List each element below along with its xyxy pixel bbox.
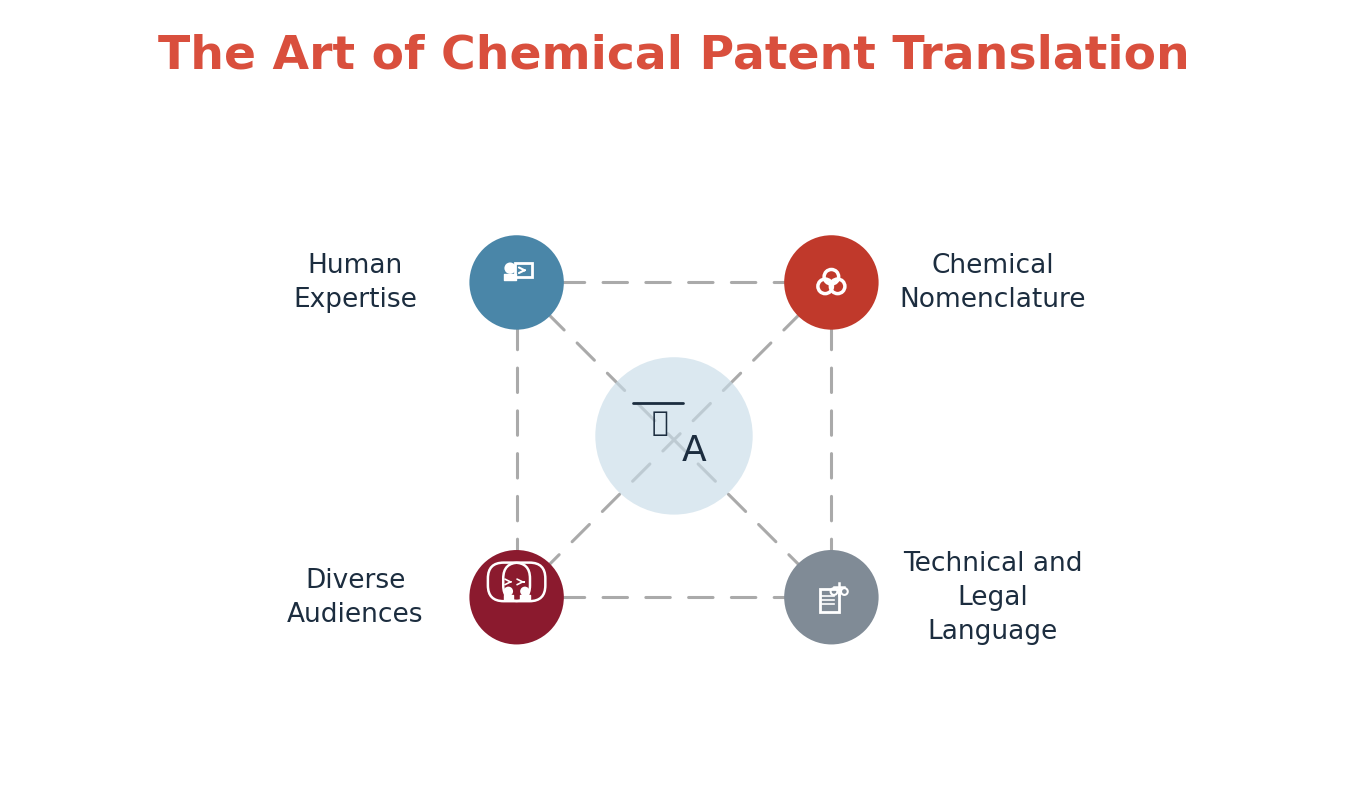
Circle shape bbox=[785, 236, 879, 330]
Circle shape bbox=[469, 236, 563, 330]
Circle shape bbox=[504, 263, 516, 274]
Circle shape bbox=[520, 587, 530, 597]
Text: Technical and
Legal
Language: Technical and Legal Language bbox=[903, 550, 1082, 645]
Circle shape bbox=[504, 587, 514, 597]
Circle shape bbox=[469, 550, 563, 645]
Circle shape bbox=[596, 358, 752, 515]
Text: The Art of Chemical Patent Translation: The Art of Chemical Patent Translation bbox=[158, 34, 1190, 79]
Circle shape bbox=[785, 550, 879, 645]
Text: Human
Expertise: Human Expertise bbox=[294, 253, 418, 313]
Text: 文: 文 bbox=[651, 408, 669, 436]
Text: A: A bbox=[681, 434, 706, 468]
Text: Chemical
Nomenclature: Chemical Nomenclature bbox=[899, 253, 1086, 313]
Text: Diverse
Audiences: Diverse Audiences bbox=[287, 568, 423, 627]
